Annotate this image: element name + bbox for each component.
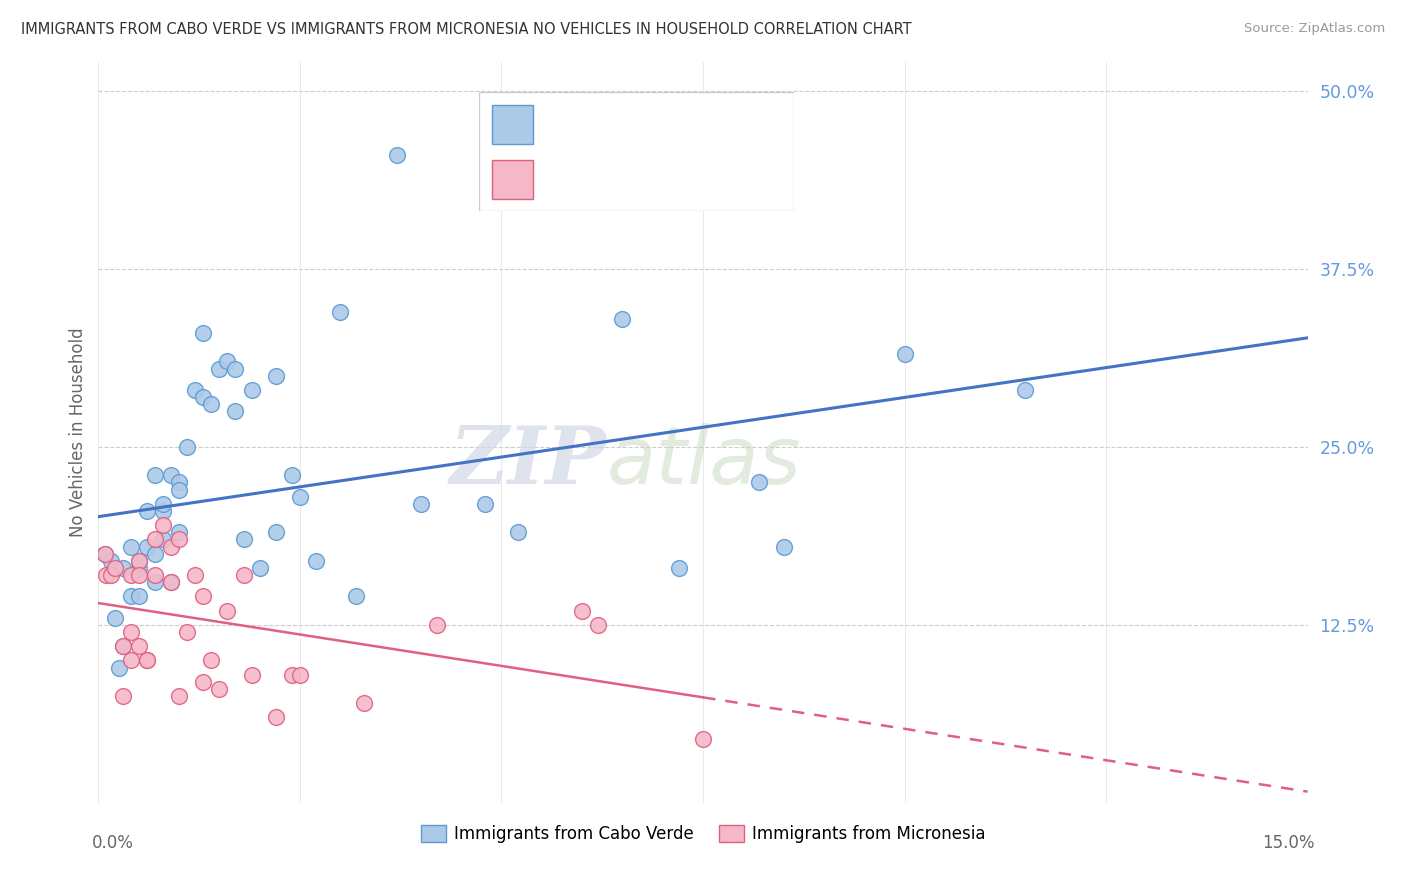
Point	[474, 497, 496, 511]
Point	[264, 710, 287, 724]
Point	[167, 475, 190, 490]
Point	[344, 590, 367, 604]
Point	[167, 533, 190, 547]
Point	[506, 525, 529, 540]
Point	[128, 554, 150, 568]
Point	[184, 568, 207, 582]
Point	[200, 653, 222, 667]
Point	[668, 561, 690, 575]
Point	[103, 561, 125, 575]
Text: atlas: atlas	[606, 423, 801, 501]
Point	[409, 497, 432, 511]
Y-axis label: No Vehicles in Household: No Vehicles in Household	[69, 327, 87, 538]
Point	[143, 533, 166, 547]
Text: 0.0%: 0.0%	[91, 834, 134, 852]
Text: Source: ZipAtlas.com: Source: ZipAtlas.com	[1244, 22, 1385, 36]
Point	[240, 667, 263, 681]
Point	[103, 610, 125, 624]
Point	[143, 468, 166, 483]
Point	[120, 624, 142, 639]
Point	[176, 624, 198, 639]
Point	[152, 533, 174, 547]
Point	[305, 554, 328, 568]
Point	[1014, 383, 1036, 397]
Point	[586, 617, 609, 632]
Point	[160, 575, 183, 590]
Point	[128, 639, 150, 653]
Point	[193, 674, 215, 689]
Point	[143, 547, 166, 561]
Point	[135, 653, 157, 667]
Point	[120, 568, 142, 582]
Point	[111, 689, 134, 703]
Point	[167, 483, 190, 497]
Point	[193, 590, 215, 604]
Point	[160, 540, 183, 554]
Point	[160, 575, 183, 590]
Point	[96, 568, 118, 582]
Point	[264, 368, 287, 383]
Point	[128, 554, 150, 568]
Point	[571, 604, 593, 618]
Point	[160, 468, 183, 483]
Point	[128, 568, 150, 582]
Point	[217, 604, 239, 618]
Point	[200, 397, 222, 411]
Point	[208, 361, 231, 376]
Point	[329, 304, 352, 318]
Point	[120, 540, 142, 554]
Point	[772, 540, 794, 554]
Point	[240, 383, 263, 397]
Point	[111, 639, 134, 653]
Point	[748, 475, 770, 490]
Point	[193, 390, 215, 404]
Point	[193, 326, 215, 340]
Point	[107, 660, 129, 674]
Point	[152, 518, 174, 533]
Point	[232, 533, 254, 547]
Point	[281, 667, 304, 681]
Point	[184, 383, 207, 397]
Point	[94, 547, 117, 561]
Point	[111, 639, 134, 653]
Point	[120, 590, 142, 604]
Point	[426, 617, 449, 632]
Point	[167, 525, 190, 540]
Point	[217, 354, 239, 368]
Text: ZIP: ZIP	[450, 424, 606, 501]
Point	[281, 468, 304, 483]
Point	[893, 347, 915, 361]
Point	[692, 731, 714, 746]
Point	[128, 590, 150, 604]
Point	[135, 653, 157, 667]
Point	[143, 568, 166, 582]
Point	[135, 540, 157, 554]
Point	[264, 525, 287, 540]
Point	[224, 361, 246, 376]
Point	[353, 696, 375, 710]
Point	[100, 568, 122, 582]
Point	[224, 404, 246, 418]
Point	[208, 681, 231, 696]
Point	[100, 554, 122, 568]
Point	[120, 653, 142, 667]
Point	[111, 561, 134, 575]
Point	[288, 490, 311, 504]
Point	[232, 568, 254, 582]
Point	[612, 311, 634, 326]
Point	[167, 689, 190, 703]
Point	[152, 504, 174, 518]
Legend: Immigrants from Cabo Verde, Immigrants from Micronesia: Immigrants from Cabo Verde, Immigrants f…	[413, 819, 993, 850]
Point	[143, 575, 166, 590]
Point	[249, 561, 271, 575]
Point	[176, 440, 198, 454]
Point	[128, 561, 150, 575]
Point	[135, 504, 157, 518]
Point	[385, 148, 408, 162]
Point	[288, 667, 311, 681]
Point	[152, 497, 174, 511]
Text: IMMIGRANTS FROM CABO VERDE VS IMMIGRANTS FROM MICRONESIA NO VEHICLES IN HOUSEHOL: IMMIGRANTS FROM CABO VERDE VS IMMIGRANTS…	[21, 22, 911, 37]
Point	[94, 547, 117, 561]
Text: 15.0%: 15.0%	[1263, 834, 1315, 852]
